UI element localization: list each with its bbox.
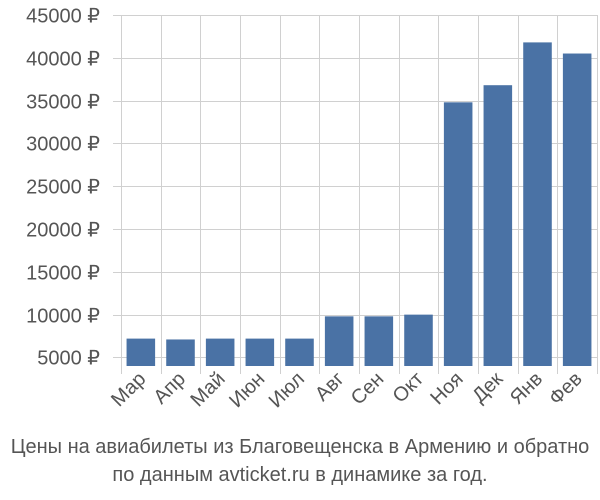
y-tick-label: 30000 ₽ — [26, 134, 100, 156]
x-tick-label: Дек — [468, 368, 507, 407]
bar-12 — [562, 53, 592, 367]
x-tick-label: Мар — [107, 368, 150, 411]
bar-3 — [205, 338, 235, 366]
y-axis: 5000 ₽ 10000 ₽ 15000 ₽ 20000 ₽ 25000 ₽ 30000 … — [26, 6, 100, 370]
y-tick-label: 25000 ₽ — [26, 177, 100, 199]
bars — [126, 42, 592, 367]
x-tick-label: Фев — [545, 368, 587, 410]
y-tick-label: 10000 ₽ — [26, 306, 100, 328]
caption-line-1: Цены на авиабилеты из Благовещенска в Ар… — [10, 436, 590, 458]
x-tick-label: Янв — [506, 368, 547, 409]
bar-11 — [523, 42, 552, 367]
bar-4 — [245, 338, 275, 366]
x-tick-label: Май — [186, 368, 229, 411]
caption-line-2: по данным avticket.ru в динамике за год. — [112, 464, 488, 486]
x-tick-label: Окт — [389, 368, 428, 407]
price-bar-chart: 5000 ₽ 10000 ₽ 15000 ₽ 20000 ₽ 25000 ₽ 30000 … — [26, 6, 598, 412]
y-tick-label: 35000 ₽ — [26, 92, 100, 114]
bar-8 — [404, 314, 433, 366]
y-tick-label: 15000 ₽ — [26, 263, 100, 285]
bar-5 — [285, 338, 314, 366]
grid-lines — [113, 15, 598, 374]
x-tick-label: Июл — [265, 368, 309, 412]
bar-6 — [324, 316, 354, 366]
y-tick-label: 45000 ₽ — [26, 6, 100, 28]
y-tick-label: 40000 ₽ — [26, 49, 100, 71]
x-tick-label: Июн — [225, 368, 269, 412]
x-tick-label: Авг — [311, 368, 349, 406]
bar-1 — [126, 338, 156, 366]
bar-2 — [166, 339, 195, 366]
x-tick-label: Сен — [347, 368, 388, 409]
y-tick-label: 20000 ₽ — [26, 220, 100, 242]
bar-10 — [483, 85, 513, 366]
y-tick-label: 5000 ₽ — [37, 348, 100, 370]
bar-9 — [443, 102, 473, 366]
x-tick-label: Ноя — [426, 368, 467, 409]
bar-7 — [364, 316, 394, 366]
x-tick-label: Апр — [150, 368, 191, 409]
